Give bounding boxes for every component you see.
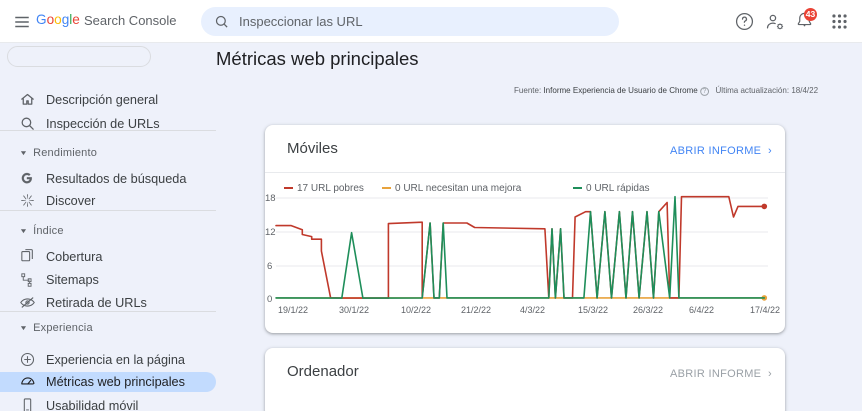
- svg-text:6: 6: [267, 261, 272, 272]
- svg-text:4/3/22: 4/3/22: [520, 305, 545, 315]
- svg-text:17/4/22: 17/4/22: [750, 305, 780, 315]
- svg-text:10/2/22: 10/2/22: [401, 305, 431, 315]
- svg-text:12: 12: [265, 227, 276, 238]
- svg-text:18: 18: [265, 193, 276, 204]
- svg-text:6/4/22: 6/4/22: [689, 305, 714, 315]
- svg-text:26/3/22: 26/3/22: [633, 305, 663, 315]
- svg-text:19/1/22: 19/1/22: [278, 305, 308, 315]
- svg-text:30/1/22: 30/1/22: [339, 305, 369, 315]
- svg-text:0: 0: [267, 294, 272, 305]
- svg-text:21/2/22: 21/2/22: [461, 305, 491, 315]
- svg-text:15/3/22: 15/3/22: [578, 305, 608, 315]
